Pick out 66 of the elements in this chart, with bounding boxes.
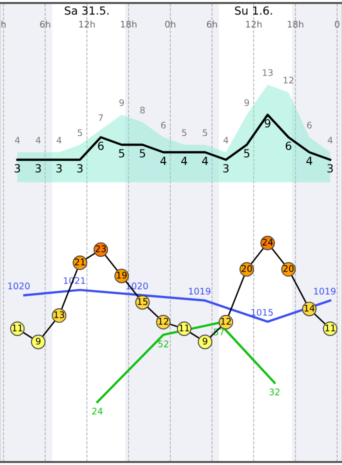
data-label: 3 <box>36 164 41 173</box>
data-label: 12 <box>221 318 231 325</box>
data-label: 12 <box>158 318 168 325</box>
x-tick-label: 12h <box>79 20 95 28</box>
data-label: 5 <box>202 129 208 136</box>
data-label: 8 <box>140 106 145 114</box>
data-label: 24 <box>262 238 273 246</box>
data-label: 5 <box>118 149 124 158</box>
x-tick-label: 18h <box>120 20 136 28</box>
data-label: 21 <box>74 258 85 266</box>
x2-tick-label: Su 1.6. <box>235 6 272 15</box>
data-label: 1019 <box>314 288 336 295</box>
data-label: 9 <box>202 338 208 345</box>
data-label: 5 <box>182 129 186 136</box>
data-label: 1019 <box>189 288 210 295</box>
x-tick-label: 0h <box>165 20 176 28</box>
x-tick-label: 6h <box>40 20 50 28</box>
data-label: 6 <box>98 142 104 150</box>
data-label: 6 <box>286 142 292 150</box>
data-label: 4 <box>36 136 41 144</box>
data-label: 4 <box>328 136 333 144</box>
data-label: 6 <box>307 122 312 129</box>
data-label: 11 <box>325 324 336 332</box>
data-label: 4 <box>223 136 228 144</box>
data-label: 4 <box>306 156 312 165</box>
data-label: 3 <box>327 164 333 173</box>
data-label: 3 <box>223 164 229 173</box>
data-label: 1020 <box>8 282 30 290</box>
x-tick-label: 12h <box>246 20 262 28</box>
data-label: 13 <box>262 69 273 76</box>
x-tick-label: 0 <box>334 20 340 28</box>
x2-tick-label: Sa 31.5. <box>64 6 109 15</box>
data-label: 20 <box>283 265 294 272</box>
data-label: 7 <box>98 114 103 121</box>
data-label: 5 <box>140 149 146 158</box>
data-label: 3 <box>56 164 62 173</box>
data-label: 24 <box>92 408 103 414</box>
data-label: 4 <box>181 156 188 165</box>
x-tick-label: 6h <box>206 20 217 28</box>
data-label: 19 <box>116 272 127 279</box>
data-label: 4 <box>14 136 20 144</box>
data-label: 9 <box>119 99 124 106</box>
data-label: 52 <box>158 340 168 348</box>
data-label: 11 <box>179 324 190 332</box>
data-label: 32 <box>270 388 280 396</box>
data-label: 3 <box>77 164 83 173</box>
data-label: 14 <box>304 304 315 312</box>
data-label: 5 <box>78 129 82 136</box>
data-label: 4 <box>160 156 166 165</box>
data-label: 5 <box>244 149 250 158</box>
data-label: 3 <box>14 164 20 173</box>
data-label: 9 <box>36 338 40 345</box>
data-label: 20 <box>242 265 252 272</box>
data-label: 9 <box>244 99 250 106</box>
data-label: 23 <box>96 245 106 252</box>
data-label: 9 <box>264 119 270 128</box>
data-label: 4 <box>202 156 208 165</box>
x-tick-label: h <box>1 20 6 28</box>
x-tick-label: 18h <box>288 20 304 28</box>
data-label: 4 <box>56 136 62 144</box>
data-label: 15 <box>138 298 148 305</box>
data-label: 6 <box>161 122 166 129</box>
data-label: 13 <box>54 311 64 318</box>
data-label: 1015 <box>252 308 273 316</box>
data-label: 12 <box>284 76 294 84</box>
data-label: 11 <box>12 324 22 332</box>
